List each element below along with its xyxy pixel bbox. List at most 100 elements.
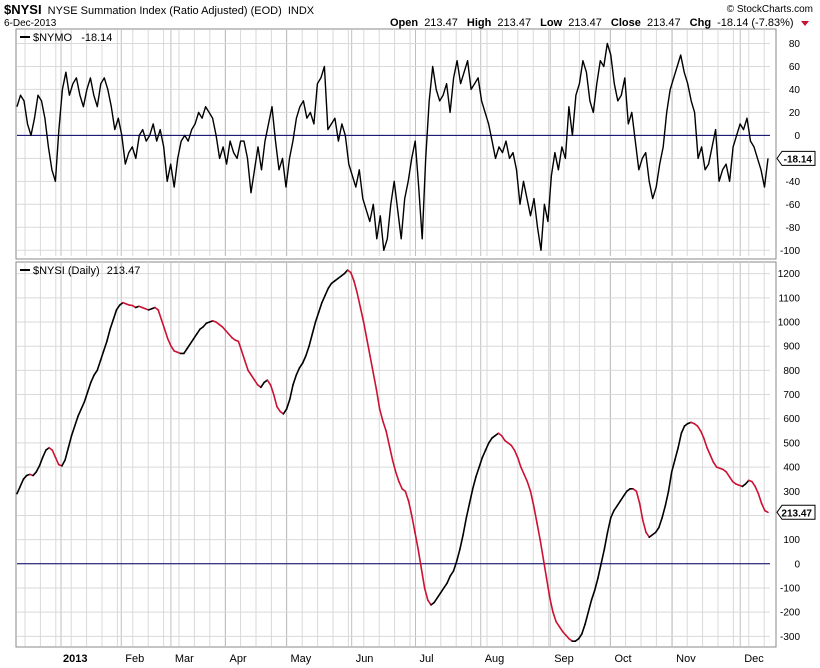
lower-y-tick-label: 1200 xyxy=(778,269,801,280)
nysi-line-segment xyxy=(565,634,570,640)
nysi-line-segment xyxy=(353,280,358,294)
nysi-line-segment xyxy=(391,459,397,473)
nysi-line-segment xyxy=(356,292,362,309)
nysi-line-segment xyxy=(712,461,718,468)
nysi-line-segment xyxy=(388,444,394,461)
nysi-line-segment xyxy=(35,465,41,473)
nysi-line-segment xyxy=(83,391,89,403)
description: NYSE Summation Index (Ratio Adjusted) (E… xyxy=(48,5,282,17)
nysi-line-segment xyxy=(73,415,79,427)
nysi-line-segment xyxy=(359,306,365,323)
nysi-line-segment xyxy=(555,621,561,628)
nysi-line-segment xyxy=(465,502,471,519)
nysi-line-segment xyxy=(699,430,705,439)
nysi-line-segment xyxy=(314,311,320,323)
nysi-line-segment xyxy=(51,449,57,459)
nysi-line-segment xyxy=(102,340,108,352)
nysi-line-segment xyxy=(106,328,111,343)
x-tick-label: Apr xyxy=(229,653,246,665)
upper-y-tick-label: -60 xyxy=(786,200,801,211)
nysi-line-segment xyxy=(327,282,333,289)
upper-y-tick-label: -80 xyxy=(786,223,801,234)
nysi-line-segment xyxy=(115,304,121,311)
nysi-line-segment xyxy=(70,425,76,437)
nysi-line-segment xyxy=(244,359,249,372)
nysi-line-segment xyxy=(366,338,371,357)
nysi-line-segment xyxy=(192,333,198,340)
nysi-line-segment xyxy=(433,596,439,604)
nysi-line-segment xyxy=(96,359,102,372)
nysi-line-segment xyxy=(394,471,400,483)
lower-y-tick-label: -300 xyxy=(780,632,800,643)
nysi-line-segment xyxy=(552,611,557,623)
nysi-line-segment xyxy=(186,342,192,350)
chg-value: -18.14 (-7.83%) xyxy=(717,17,793,29)
nysi-line-segment xyxy=(587,599,593,613)
open-value: 213.47 xyxy=(424,17,458,29)
nysi-line-segment xyxy=(22,474,28,480)
nysi-line-segment xyxy=(41,449,47,459)
nysi-line-segment xyxy=(510,444,516,451)
upper-legend: $NYMO -18.14 xyxy=(20,32,112,44)
x-axis: 2013 Feb Mar Apr May Jun Jul Aug Sep Oct Nov Dec xyxy=(63,653,764,665)
nysi-line-segment xyxy=(410,514,416,534)
nysi-line-segment xyxy=(606,517,612,534)
lower-legend-label: $NYSI (Daily) xyxy=(33,265,100,277)
nysi-line-segment xyxy=(112,309,118,321)
nysi-line-segment xyxy=(751,480,756,488)
nysi-line-segment xyxy=(288,384,294,401)
lower-grid: 1200110010009008007006005004003002001000… xyxy=(17,262,800,646)
nysi-line-segment xyxy=(645,531,651,539)
lower-panel-frame xyxy=(15,261,777,648)
nysi-line-segment xyxy=(240,350,246,362)
x-tick-label: Jun xyxy=(356,653,374,665)
nysi-line-segment xyxy=(478,456,484,468)
nysi-line-segment xyxy=(622,490,628,497)
nysi-line-segment xyxy=(420,567,426,589)
lower-y-tick-label: 1100 xyxy=(778,293,800,304)
svg-text:$NYSI NYSE Summation Ind: $NYSI NYSE Summation Index (Ratio Adjust… xyxy=(4,2,315,17)
lower-y-tick-label: -200 xyxy=(780,608,800,619)
nysi-line-segment xyxy=(661,504,667,519)
nysi-line-segment xyxy=(481,449,487,459)
nysi-line-segment xyxy=(228,333,233,339)
nysi-line-segment xyxy=(237,340,243,352)
lower-y-tick-label: 1000 xyxy=(778,318,801,329)
lower-y-tick-label: 400 xyxy=(783,463,800,474)
x-tick-label: Oct xyxy=(614,653,631,665)
nysi-line-segment xyxy=(471,475,477,490)
low-value: 213.47 xyxy=(568,17,602,29)
nysi-line-segment xyxy=(285,398,291,410)
nysi-line-segment xyxy=(67,434,73,449)
nysi-line-segment xyxy=(520,466,525,476)
nysi-line-segment xyxy=(725,471,731,478)
nysi-line-segment xyxy=(195,328,201,335)
nysi-line-segment xyxy=(603,531,609,551)
nysi-line-segment xyxy=(375,388,381,410)
nysi-line-segment xyxy=(475,466,480,478)
high-value: 213.47 xyxy=(497,17,531,29)
nysi-line-segment xyxy=(613,504,618,512)
x-tick-label: Jul xyxy=(420,653,434,665)
upper-legend-label: $NYMO xyxy=(33,32,73,44)
upper-y-tick-label: 0 xyxy=(794,131,800,142)
open-label: Open xyxy=(390,17,418,29)
nysi-line-segment xyxy=(439,587,445,594)
nysi-line-segment xyxy=(54,456,60,466)
nysi-line-segment xyxy=(260,381,265,389)
nysi-line-segment xyxy=(298,362,304,369)
nysi-line-segment xyxy=(513,449,519,459)
nysi-line-segment xyxy=(577,633,583,640)
nysi-line-segment xyxy=(423,587,429,601)
nysi-line-segment xyxy=(446,575,452,584)
lower-value-tag-text: 213.47 xyxy=(781,508,812,519)
close-label: Close xyxy=(611,17,641,29)
nysi-line-segment xyxy=(539,538,545,560)
nysi-line-segment xyxy=(38,456,44,467)
nysi-line-segment xyxy=(61,459,66,467)
lower-y-tick-label: 800 xyxy=(783,366,800,377)
lower-y-tick-label: 600 xyxy=(783,414,800,425)
nysi-line-segment xyxy=(600,548,606,565)
nysi-line-segment xyxy=(532,504,538,524)
